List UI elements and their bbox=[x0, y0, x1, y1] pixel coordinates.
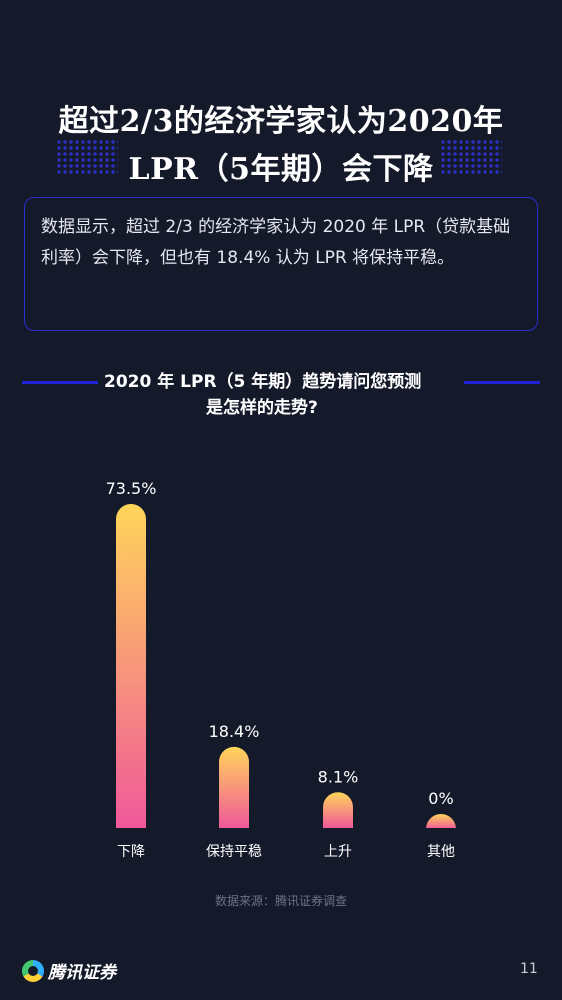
page-number: 11 bbox=[520, 961, 538, 977]
value-label-3: 8.1% bbox=[318, 767, 359, 786]
tencent-logo-icon bbox=[22, 959, 44, 982]
bar-1 bbox=[116, 504, 146, 828]
divider-right bbox=[464, 381, 540, 384]
bar-2 bbox=[219, 746, 249, 828]
data-source: 数据来源：腾讯证券调查 bbox=[214, 894, 347, 908]
category-label-3: 上升 bbox=[324, 844, 352, 860]
bar-3 bbox=[323, 792, 353, 828]
page-title: 超过2/3的经济学家认为2020年 LPR（5年期）会下降 bbox=[0, 98, 562, 194]
title-line-2: LPR（5年期）会下降 bbox=[128, 152, 434, 187]
value-label-1: 73.5% bbox=[106, 479, 157, 498]
value-label-4: 0% bbox=[428, 789, 453, 808]
question-line-1: 2020 年 LPR（5 年期）趋势请问您预测 bbox=[104, 372, 422, 392]
decorative-dots-left bbox=[56, 139, 118, 175]
brand-name: 腾讯证券 bbox=[48, 963, 116, 983]
category-label-4: 其他 bbox=[427, 844, 455, 860]
category-label-2: 保持平稳 bbox=[206, 844, 262, 860]
divider-left bbox=[22, 381, 98, 384]
bar-chart: 73.5% 下降 18.4% 保持平稳 8.1% 上升 0% 其他 bbox=[106, 479, 456, 860]
chart-question: 2020 年 LPR（5 年期）趋势请问您预测 是怎样的走势? bbox=[104, 369, 460, 421]
decorative-dots-right bbox=[440, 139, 502, 175]
summary-box: 数据显示，超过 2/3 的经济学家认为 2020 年 LPR（贷款基础利率）会下… bbox=[24, 197, 538, 331]
title-line-1: 超过2/3的经济学家认为2020年 bbox=[58, 104, 504, 139]
question-line-2: 是怎样的走势? bbox=[206, 398, 318, 418]
bar-4 bbox=[426, 814, 456, 829]
value-label-2: 18.4% bbox=[209, 722, 260, 741]
brand-logo: 腾讯证券 bbox=[22, 958, 116, 983]
category-label-1: 下降 bbox=[117, 844, 145, 860]
